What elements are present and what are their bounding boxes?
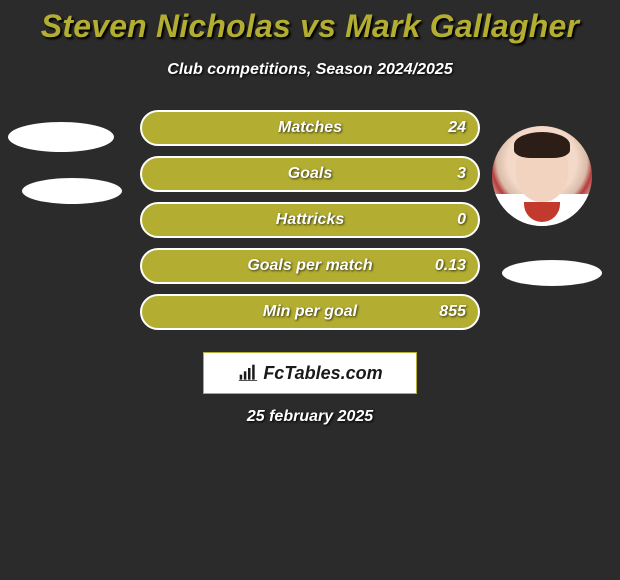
bar-label: Matches: [278, 119, 342, 137]
bar-label: Goals: [288, 165, 332, 183]
bar-hattricks: Hattricks 0: [140, 202, 480, 238]
bar-value-right: 3: [457, 165, 466, 183]
stats-bars: Matches 24 Goals 3 Hattricks 0 Goals per…: [0, 110, 620, 340]
bar-goals: Goals 3: [140, 156, 480, 192]
date-text: 25 february 2025: [0, 408, 620, 426]
bar-value-right: 0.13: [435, 257, 466, 275]
bar-goals-per-match: Goals per match 0.13: [140, 248, 480, 284]
watermark-text: FcTables.com: [263, 363, 382, 384]
bar-label: Min per goal: [263, 303, 357, 321]
bar-label: Hattricks: [276, 211, 344, 229]
watermark: FcTables.com: [203, 352, 417, 394]
bar-value-right: 24: [448, 119, 466, 137]
bar-value-right: 855: [439, 303, 466, 321]
bar-matches: Matches 24: [140, 110, 480, 146]
bar-label: Goals per match: [247, 257, 372, 275]
bar-min-per-goal: Min per goal 855: [140, 294, 480, 330]
bar-chart-icon: [237, 363, 259, 383]
subtitle: Club competitions, Season 2024/2025: [0, 61, 620, 79]
page-title: Steven Nicholas vs Mark Gallagher: [0, 0, 620, 45]
bar-value-right: 0: [457, 211, 466, 229]
